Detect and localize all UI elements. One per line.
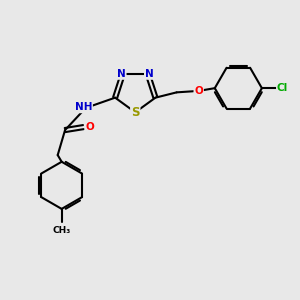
Text: CH₃: CH₃ <box>52 226 71 235</box>
Text: NH: NH <box>75 102 92 112</box>
Text: O: O <box>85 122 94 132</box>
Text: N: N <box>117 69 126 79</box>
Text: S: S <box>131 106 140 119</box>
Text: Cl: Cl <box>277 83 288 93</box>
Text: O: O <box>194 86 203 96</box>
Text: N: N <box>145 69 154 79</box>
